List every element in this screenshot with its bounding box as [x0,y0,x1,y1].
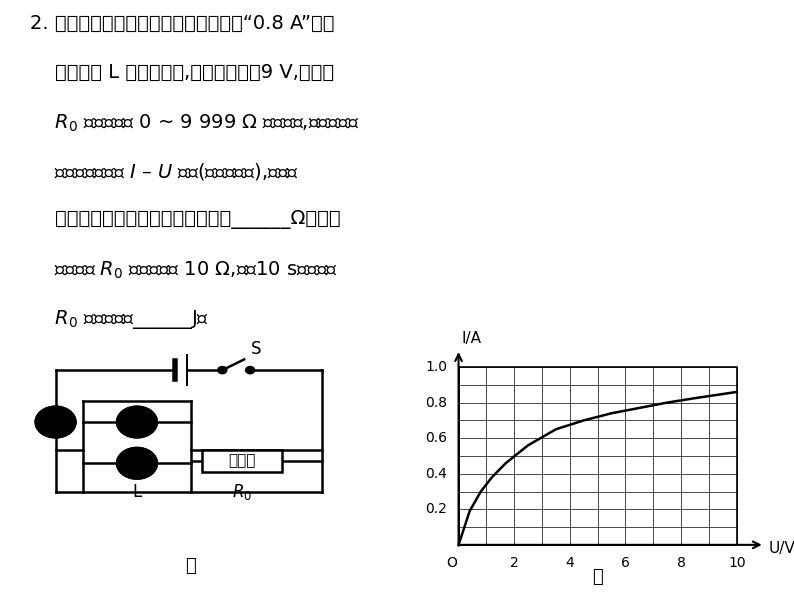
Text: 乙: 乙 [592,568,603,586]
Text: 10: 10 [728,555,746,570]
Text: O: O [446,555,457,570]
Circle shape [218,367,226,373]
Circle shape [118,406,156,437]
Text: 像可知小灯泡正常发光时的电阻为______Ω；如果: 像可知小灯泡正常发光时的电阻为______Ω；如果 [30,210,341,229]
Text: 0.8: 0.8 [426,396,448,409]
Text: 8: 8 [676,555,685,570]
Text: $R_0$ 的阻值可在 0 ~ 9 999 Ω 之间调节,根据所测数: $R_0$ 的阻值可在 0 ~ 9 999 Ω 之间调节,根据所测数 [30,112,360,134]
Text: 的小灯泡 L 进行了测试,电源电压恒为9 V,电阴笱: 的小灯泡 L 进行了测试,电源电压恒为9 V,电阴笱 [30,63,334,82]
Text: 0.2: 0.2 [426,502,448,516]
Circle shape [118,448,156,479]
Text: 0.6: 0.6 [426,431,448,445]
Text: L: L [133,483,141,501]
Text: V: V [130,413,144,431]
Text: A: A [49,413,62,431]
Text: 据作出了灯丝的 $I$ – $U$ 图像(如图乙所示),根据图: 据作出了灯丝的 $I$ – $U$ 图像(如图乙所示),根据图 [30,162,299,182]
Text: 2: 2 [510,555,518,570]
Text: 甲: 甲 [185,557,196,575]
FancyBboxPatch shape [202,449,282,473]
Text: 6: 6 [621,555,630,570]
Text: S: S [251,340,261,358]
Circle shape [246,367,254,373]
Text: $R_0$: $R_0$ [232,482,252,502]
Text: 4: 4 [565,555,574,570]
Circle shape [36,406,75,437]
Text: 电阴笱: 电阴笱 [229,454,256,468]
Text: 1.0: 1.0 [426,360,448,374]
Text: 0.4: 0.4 [426,467,448,481]
Text: $R_0$ 所做的功为______J。: $R_0$ 所做的功为______J。 [30,308,209,331]
Text: U/V: U/V [769,541,794,556]
Text: I/A: I/A [461,331,481,346]
Text: 2. 小宇用如图甲所示的电路对一只标有“0.8 A”字样: 2. 小宇用如图甲所示的电路对一只标有“0.8 A”字样 [30,14,335,33]
Text: 将电阴笱 $R_0$ 的阻值调为 10 Ω,通疯10 s电流通过: 将电阴笱 $R_0$ 的阻值调为 10 Ω,通疯10 s电流通过 [30,259,338,281]
